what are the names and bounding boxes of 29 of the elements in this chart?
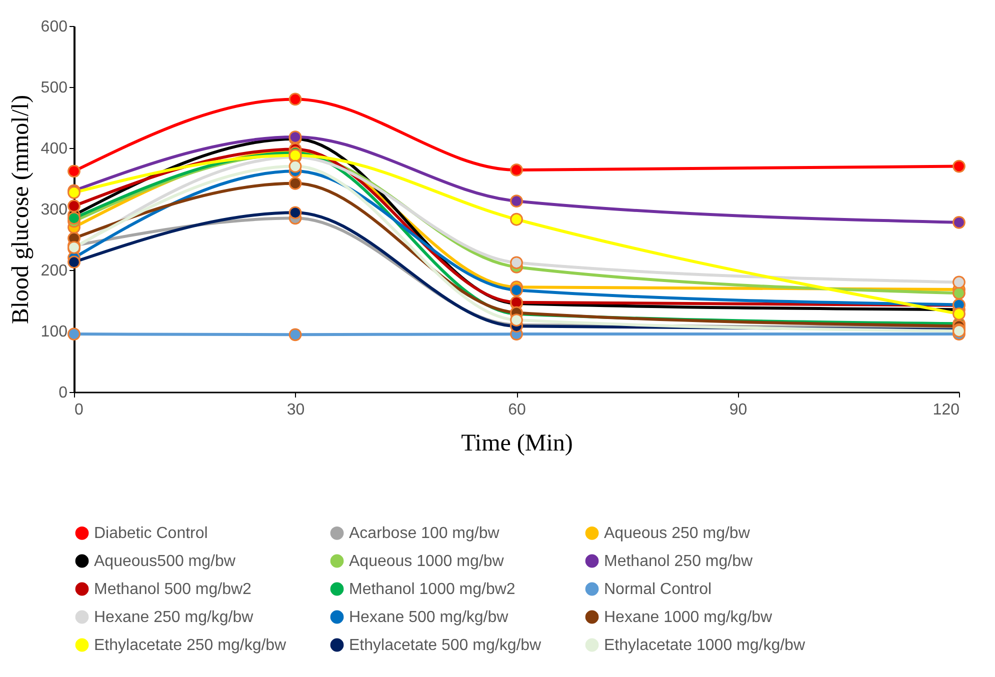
- y-tick-label: 400: [40, 140, 68, 158]
- y-tick-label: 500: [40, 80, 68, 96]
- legend-label: Ethylacetate 1000 mg/kg/bw: [604, 637, 806, 654]
- legend-label: Aqueous 250 mg/bw: [604, 525, 750, 542]
- legend-label: Ethylacetate 250 mg/kg/bw: [94, 637, 287, 654]
- y-axis-title: Blood glucose (mmol/l): [8, 94, 34, 324]
- y-tick-label: 200: [40, 262, 68, 280]
- legend-label: Acarbose 100 mg/bw: [349, 525, 500, 542]
- legend-label: Methanol 1000 mg/bw2: [349, 581, 516, 598]
- legend-label: Hexane 1000 mg/kg/bw: [604, 609, 773, 626]
- y-tick-label: 100: [40, 324, 68, 340]
- x-tick-label: 30: [286, 402, 305, 418]
- legend-label: Ethylacetate 500 mg/kg/bw: [349, 637, 542, 654]
- x-tick-label: 60: [508, 402, 526, 418]
- legend-label: Hexane 250 mg/kg/bw: [94, 609, 254, 626]
- x-axis-title: Time (Min): [461, 430, 573, 456]
- legend-label: Normal Control: [604, 581, 712, 598]
- legend-label: Aqueous 1000 mg/bw: [349, 553, 504, 570]
- legend-label: Diabetic Control: [94, 525, 208, 542]
- legend-label: Methanol 500 mg/bw2: [94, 581, 252, 598]
- x-tick-label: 120: [932, 402, 960, 418]
- x-tick-label: 0: [74, 402, 84, 418]
- legend-label: Hexane 500 mg/kg/bw: [349, 609, 509, 626]
- legend-label: Methanol 250 mg/bw: [604, 553, 753, 570]
- y-tick-label: 600: [40, 18, 68, 36]
- y-tick-label: 300: [40, 202, 68, 218]
- x-tick-label: 90: [729, 402, 748, 418]
- legend-label: Aqueous500 mg/bw: [94, 553, 236, 570]
- y-tick-label: 0: [58, 384, 68, 402]
